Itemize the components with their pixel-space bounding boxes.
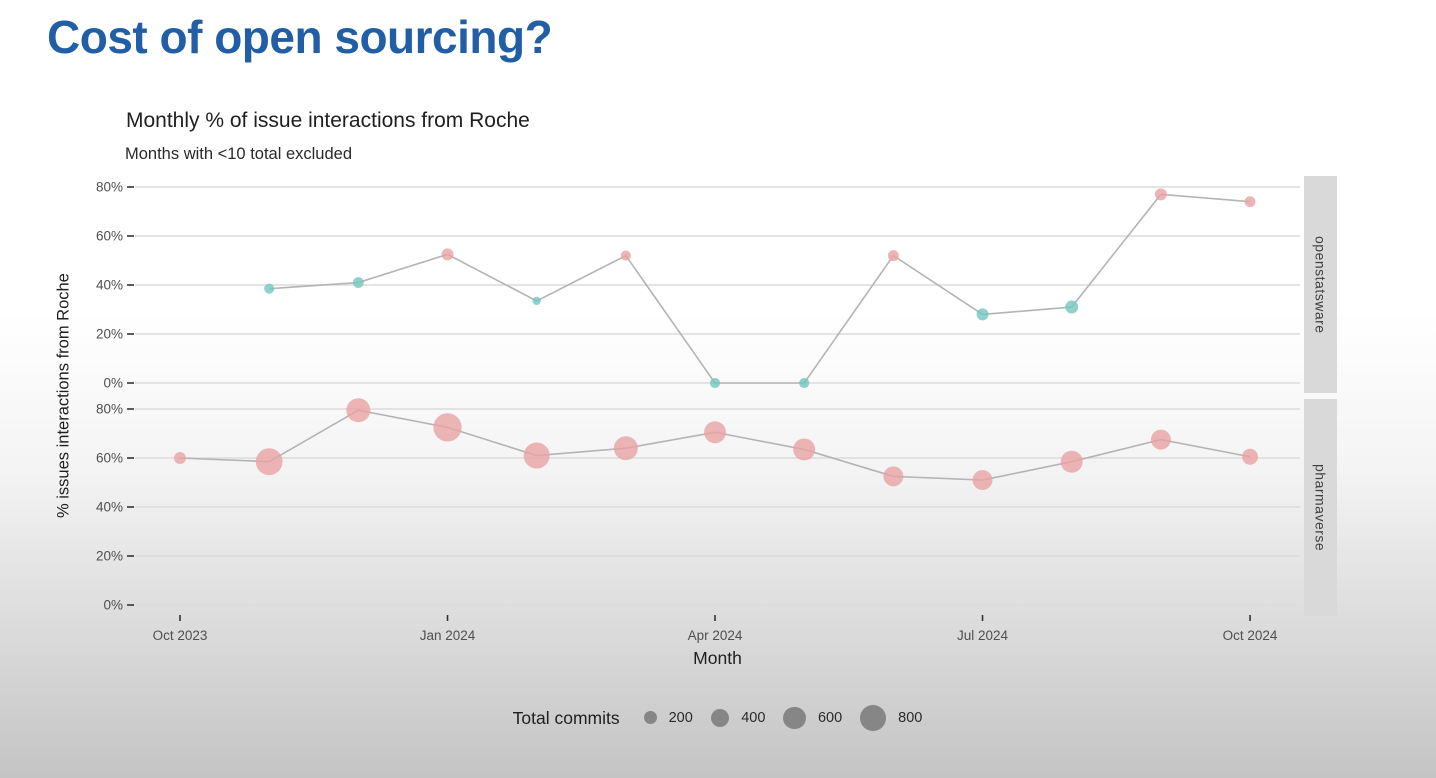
- facet-strip-label: pharmaverse: [1312, 463, 1329, 552]
- data-point: [441, 248, 454, 261]
- data-point: [1065, 300, 1079, 314]
- data-point: [352, 277, 364, 288]
- y-tick-label: 80%: [96, 180, 123, 195]
- data-point: [883, 466, 904, 487]
- legend-item: 600: [783, 706, 843, 730]
- data-point: [174, 452, 186, 464]
- legend-size-label: 600: [817, 709, 843, 726]
- y-tick-label: 0%: [103, 376, 123, 391]
- y-tick-label: 40%: [96, 278, 123, 293]
- legend-size-circle: [783, 706, 806, 730]
- y-tick-label: 60%: [96, 451, 123, 466]
- legend-items: 200 400 600 800: [643, 704, 923, 731]
- data-point: [1150, 429, 1171, 450]
- x-axis-title: Month: [693, 648, 742, 668]
- legend-size-circle: [710, 708, 730, 728]
- data-point: [709, 377, 721, 389]
- size-legend: Total commits 200 400 600 800: [135, 698, 1300, 738]
- facet-strip-label: openstatsware: [1312, 235, 1329, 334]
- data-point: [264, 283, 275, 294]
- data-point: [255, 448, 283, 476]
- legend-size-label: 800: [898, 709, 923, 726]
- y-tick-label: 0%: [103, 598, 123, 613]
- legend-item: 200: [643, 709, 693, 726]
- legend-item: 400: [710, 708, 766, 728]
- legend-size-label: 400: [741, 709, 766, 726]
- data-point: [523, 442, 550, 469]
- legend-title: Total commits: [512, 707, 620, 728]
- data-point: [1060, 450, 1083, 473]
- data-point: [1244, 196, 1256, 208]
- chart-subtitle: Months with <10 total excluded: [125, 145, 353, 163]
- x-tick-label: Jul 2024: [957, 628, 1009, 643]
- data-point: [613, 436, 638, 461]
- data-point: [704, 421, 727, 444]
- legend-item: 800: [860, 704, 923, 731]
- x-tick-label: Oct 2023: [153, 628, 208, 643]
- y-tick-label: 20%: [96, 549, 123, 564]
- x-tick-label: Oct 2024: [1223, 628, 1278, 643]
- legend-size-circle: [643, 711, 657, 725]
- data-point: [620, 250, 631, 261]
- data-point: [433, 413, 462, 442]
- x-tick-label: Apr 2024: [688, 628, 743, 643]
- data-point: [346, 398, 371, 423]
- trend-line: [269, 193, 1251, 384]
- data-point: [799, 377, 810, 389]
- data-point: [1154, 188, 1167, 201]
- y-tick-label: 80%: [96, 402, 123, 417]
- data-point: [793, 438, 816, 461]
- data-point: [532, 296, 541, 306]
- x-tick-label: Jan 2024: [420, 628, 476, 643]
- facet-strip-pharmaverse: pharmaverse: [1304, 399, 1337, 616]
- slide-title: Cost of open sourcing?: [47, 11, 553, 63]
- trend-line: [179, 409, 1251, 481]
- data-point: [972, 470, 993, 491]
- chart-title: Monthly % of issue interactions from Roc…: [126, 109, 530, 132]
- y-tick-label: 40%: [96, 500, 123, 515]
- data-point: [887, 250, 899, 262]
- y-tick-label: 60%: [96, 229, 123, 244]
- data-point: [1242, 448, 1259, 465]
- data-point: [976, 308, 989, 321]
- legend-size-circle: [860, 704, 887, 731]
- y-tick-label: 20%: [96, 327, 123, 342]
- legend-size-label: 200: [668, 709, 693, 726]
- facet-strip-openstatsware: openstatsware: [1304, 176, 1337, 393]
